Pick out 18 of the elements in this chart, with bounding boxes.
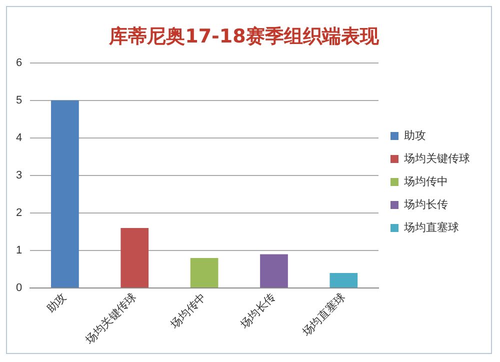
legend-label: 场均直塞球 [403, 220, 459, 234]
x-tick-label: 场均长传 [237, 290, 278, 332]
y-tick-label: 1 [16, 244, 22, 256]
y-tick-label: 4 [16, 132, 22, 144]
legend-label: 场均长传 [403, 198, 448, 211]
y-tick-label: 6 [16, 56, 22, 69]
legend-label: 助攻 [404, 128, 426, 142]
y-tick-label: 2 [16, 206, 22, 219]
x-tick-label: 场均传中 [167, 290, 208, 332]
legend-label: 场均传中 [403, 174, 448, 188]
x-tick-label: 场均关键传球 [82, 290, 139, 348]
chart-title: 库蒂尼奥17-18赛季组织端表现 [108, 25, 380, 48]
y-tick-label: 3 [16, 169, 22, 182]
y-tick-label: 0 [16, 282, 22, 294]
x-tick-label: 场均直塞球 [299, 290, 348, 340]
legend-label: 场均关键传球 [403, 152, 470, 165]
x-tick-label: 助攻 [44, 290, 70, 316]
y-tick-label: 5 [16, 94, 22, 106]
